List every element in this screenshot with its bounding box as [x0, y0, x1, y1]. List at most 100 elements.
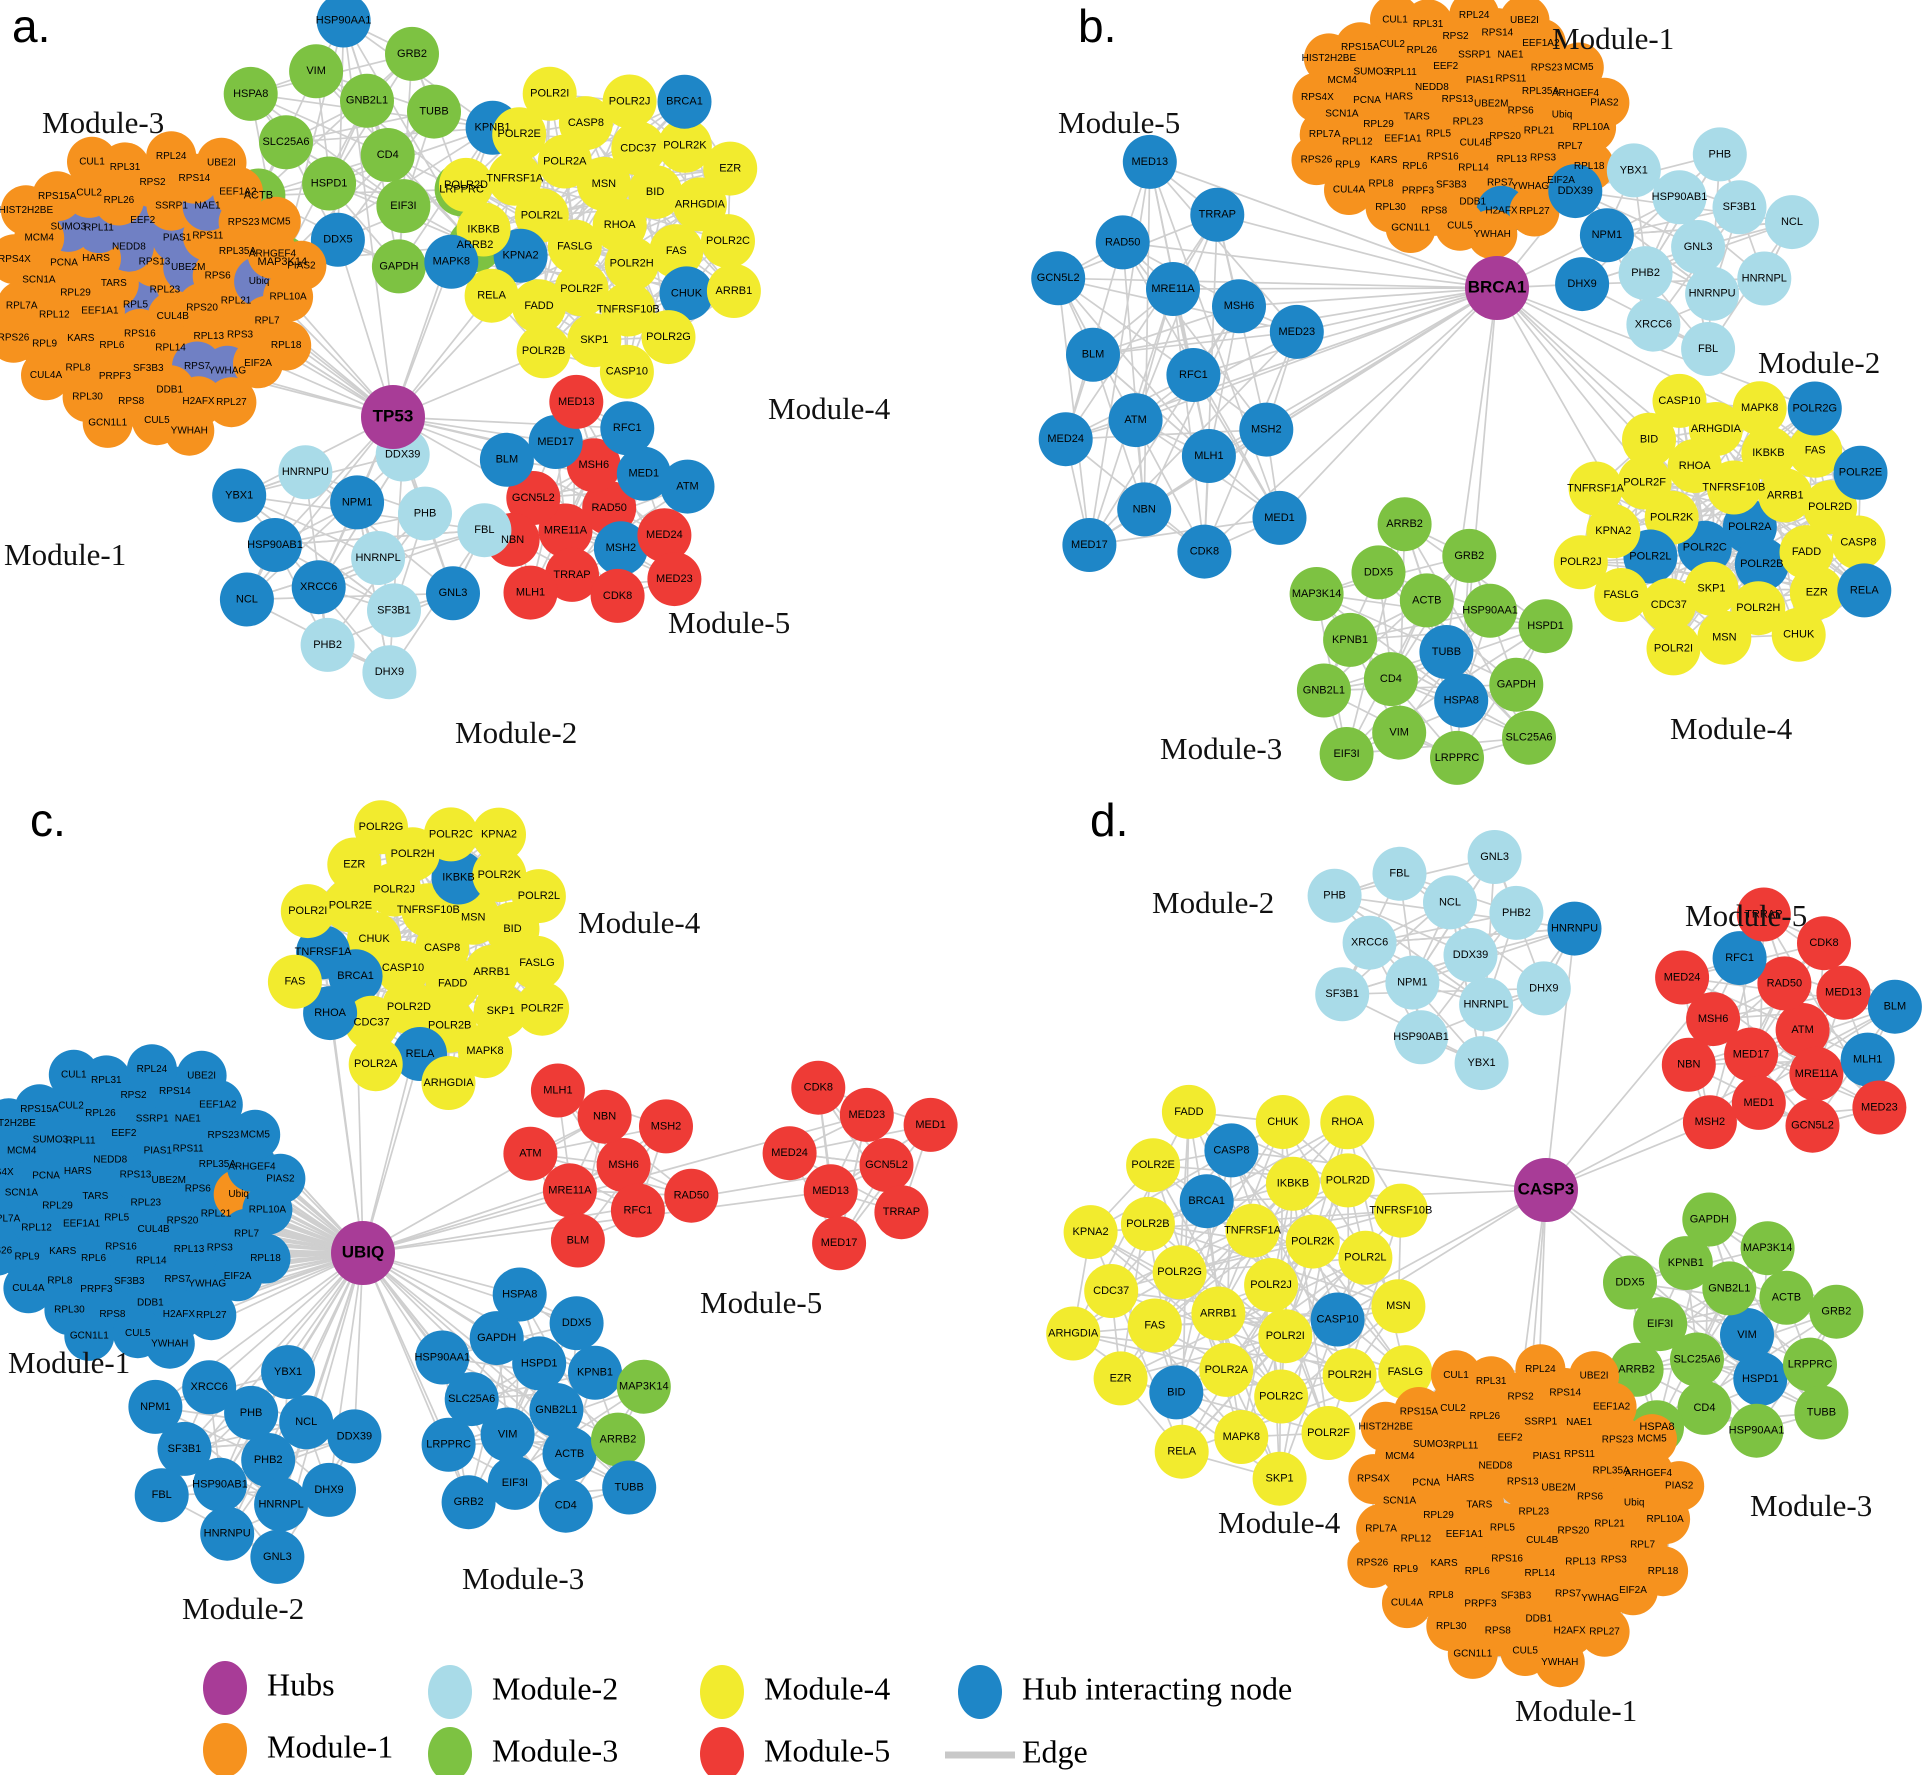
- node-POLR2D[interactable]: [439, 157, 493, 212]
- node-POLR2E[interactable]: [1833, 445, 1888, 500]
- node-CUL1[interactable]: [1370, 0, 1420, 45]
- node-NPM1[interactable]: [128, 1379, 183, 1434]
- node-ATM[interactable]: [1108, 393, 1163, 448]
- node-DDX39[interactable]: [1548, 164, 1603, 219]
- node-RPS4X[interactable]: [0, 1147, 23, 1198]
- node-FBL[interactable]: [1681, 322, 1736, 376]
- node-PHB[interactable]: [398, 486, 452, 541]
- node-DHX9[interactable]: [302, 1462, 356, 1517]
- node-GNL3[interactable]: [1671, 220, 1726, 274]
- node-PIAS2[interactable]: [276, 240, 327, 291]
- node-POLR2H[interactable]: [604, 236, 659, 291]
- node-POLR2I[interactable]: [522, 66, 577, 121]
- node-LRPPRC[interactable]: [421, 1417, 476, 1472]
- node-HNRNPU[interactable]: [200, 1506, 255, 1561]
- node-RFC1[interactable]: [610, 1183, 665, 1238]
- node-BLM[interactable]: [1066, 327, 1120, 382]
- node-VIM[interactable]: [1372, 705, 1427, 760]
- hub-node-UBIQ[interactable]: [331, 1221, 395, 1285]
- node-MED23[interactable]: [647, 552, 702, 607]
- node-EIF3I[interactable]: [376, 179, 431, 234]
- node-MED23[interactable]: [839, 1087, 894, 1142]
- node-TNFRSF1A[interactable]: [1568, 461, 1623, 516]
- node-FASLG[interactable]: [1594, 568, 1649, 622]
- node-MED1[interactable]: [903, 1097, 958, 1152]
- node-TRRAP[interactable]: [874, 1185, 929, 1240]
- node-BLM[interactable]: [550, 1213, 605, 1268]
- node-XRCC6[interactable]: [1626, 297, 1681, 352]
- node-GCN5L2[interactable]: [506, 471, 561, 525]
- node-GNL3[interactable]: [426, 566, 480, 621]
- node-MAPK8[interactable]: [1732, 381, 1787, 436]
- node-HIST2H2BE[interactable]: [0, 185, 51, 236]
- node-RPL18[interactable]: [261, 320, 312, 371]
- node-POLR2C[interactable]: [423, 807, 478, 862]
- node-ARRB1[interactable]: [1758, 468, 1813, 523]
- node-TRRAP[interactable]: [1190, 187, 1245, 242]
- node-GNB2L1[interactable]: [1296, 663, 1351, 718]
- node-RPS26[interactable]: [1291, 135, 1342, 186]
- node-BID[interactable]: [1622, 412, 1676, 467]
- node-MED24[interactable]: [637, 508, 692, 563]
- node-MSH2[interactable]: [593, 521, 648, 576]
- node-MED1[interactable]: [1252, 490, 1307, 545]
- node-POLR2E[interactable]: [492, 107, 547, 162]
- node-UBE2I[interactable]: [176, 1050, 227, 1101]
- node-NPM1[interactable]: [1579, 208, 1634, 263]
- node-EZR[interactable]: [703, 141, 758, 196]
- node-SLC25A6[interactable]: [444, 1372, 499, 1427]
- node-POLR2G[interactable]: [354, 800, 408, 855]
- node-YWHAH[interactable]: [144, 1318, 195, 1369]
- node-RPL18[interactable]: [240, 1233, 291, 1284]
- node-RPL27[interactable]: [206, 377, 257, 428]
- node-MED13[interactable]: [549, 374, 604, 429]
- node-MCM5[interactable]: [1553, 42, 1604, 93]
- node-MSH6[interactable]: [596, 1138, 651, 1192]
- node-MED1[interactable]: [616, 446, 671, 501]
- node-PHB2[interactable]: [300, 617, 355, 672]
- node-RPL27[interactable]: [186, 1290, 237, 1341]
- node-HNRNPU[interactable]: [278, 445, 333, 500]
- node-POLR2E[interactable]: [323, 878, 378, 933]
- node-YBX1[interactable]: [212, 468, 267, 523]
- node-CHUK[interactable]: [1771, 607, 1826, 662]
- node-HIST2H2BE[interactable]: [1303, 33, 1354, 84]
- node-CDC37[interactable]: [611, 121, 666, 176]
- node-POLR2F[interactable]: [1617, 455, 1672, 510]
- node-GRB2[interactable]: [385, 26, 439, 81]
- node-RAD50[interactable]: [1095, 215, 1150, 270]
- node-SF3B1[interactable]: [1712, 180, 1767, 235]
- node-HSP90AA1[interactable]: [1463, 583, 1518, 638]
- node-POLR2F[interactable]: [515, 981, 570, 1036]
- node-HSPD1[interactable]: [302, 156, 357, 211]
- node-HSP90AA1[interactable]: [316, 0, 371, 48]
- node-MED24[interactable]: [1038, 412, 1093, 467]
- node-BLM[interactable]: [479, 432, 534, 487]
- node-CUL4A[interactable]: [1324, 165, 1374, 215]
- node-EZR[interactable]: [1789, 565, 1844, 620]
- node-ARRB2[interactable]: [1377, 497, 1432, 552]
- node-CDK8[interactable]: [791, 1060, 846, 1115]
- node-MSH2[interactable]: [639, 1099, 693, 1154]
- node-POLR2I[interactable]: [280, 884, 335, 939]
- node-HSPA8[interactable]: [492, 1267, 547, 1322]
- node-GAPDH[interactable]: [1489, 657, 1544, 712]
- node-PHB[interactable]: [224, 1385, 279, 1440]
- node-PHB[interactable]: [1692, 127, 1747, 182]
- node-CASP8[interactable]: [1831, 515, 1886, 570]
- node-RFC1[interactable]: [1166, 348, 1221, 402]
- node-SLC25A6[interactable]: [259, 115, 313, 170]
- node-RPS26[interactable]: [0, 1226, 22, 1276]
- node-UBE2I[interactable]: [196, 137, 247, 188]
- node-EIF3I[interactable]: [487, 1455, 542, 1510]
- node-ACTB[interactable]: [542, 1426, 597, 1481]
- node-EZR[interactable]: [327, 837, 382, 892]
- node-HSPD1[interactable]: [1518, 599, 1573, 654]
- node-RPS26[interactable]: [0, 312, 39, 363]
- node-POLR2J[interactable]: [602, 74, 657, 129]
- node-GCN1L1[interactable]: [1385, 203, 1436, 253]
- node-KPNA2[interactable]: [472, 807, 526, 862]
- node-YBX1[interactable]: [1606, 143, 1661, 198]
- node-RPS4X[interactable]: [1292, 72, 1343, 123]
- node-FADD[interactable]: [1779, 525, 1834, 580]
